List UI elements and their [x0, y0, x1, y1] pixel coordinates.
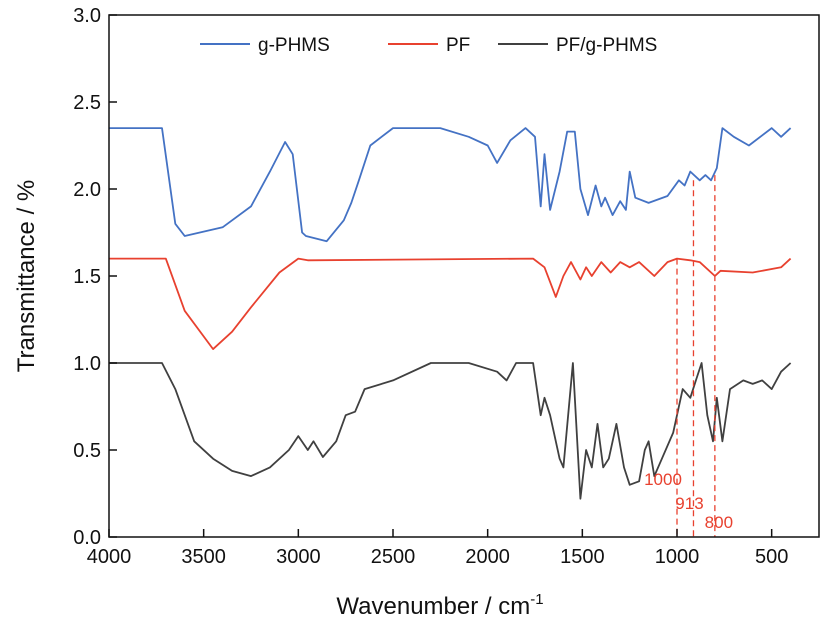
legend-label: PF [446, 35, 470, 56]
x-tick-label: 1000 [655, 546, 700, 568]
series-line-pf-g-phms [109, 362, 792, 500]
plot-frame [108, 14, 820, 538]
y-tick-label: 2.0 [73, 179, 101, 201]
y-tick-label: 2.5 [73, 92, 101, 114]
annotation-label: 913 [675, 494, 703, 513]
x-tick-label: 2000 [465, 546, 510, 568]
y-tick-label: 3.0 [73, 5, 101, 27]
legend: g-PHMS PF PF/g-PHMS [200, 35, 657, 56]
legend-label: PF/g-PHMS [556, 35, 657, 56]
x-tick-label: 500 [755, 546, 788, 568]
series-line-pf [109, 257, 792, 350]
x-tick-label: 3500 [181, 546, 226, 568]
y-tick-label: 0.0 [73, 527, 101, 549]
legend-label: g-PHMS [258, 35, 330, 56]
x-tick-label: 1500 [560, 546, 605, 568]
series-line-g-phms [109, 127, 792, 243]
x-axis-label: Wavenumber / cm-1 [336, 591, 543, 620]
annotation-label: 1000 [644, 470, 682, 489]
x-tick-label: 3000 [276, 546, 321, 568]
annotation-label: 800 [705, 513, 733, 532]
x-tick-label: 4000 [87, 546, 132, 568]
x-tick-label: 2500 [371, 546, 416, 568]
y-tick-label: 1.5 [73, 266, 101, 288]
y-tick-label: 0.5 [73, 440, 101, 462]
y-tick-label: 1.0 [73, 353, 101, 375]
y-axis-label: Transmittance / % [13, 180, 40, 373]
